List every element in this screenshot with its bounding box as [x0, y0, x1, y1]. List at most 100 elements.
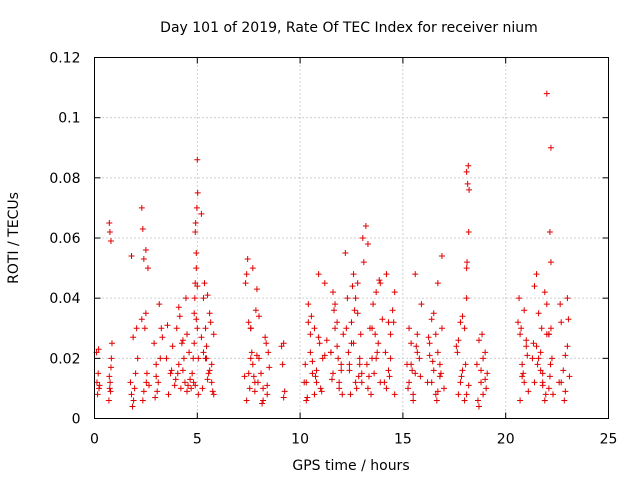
x-tick-label: 25 — [600, 432, 618, 448]
data-point — [195, 391, 202, 398]
data-point — [265, 349, 272, 356]
data-point — [95, 346, 102, 353]
data-point — [385, 367, 392, 374]
data-point — [329, 289, 336, 296]
data-point — [305, 319, 312, 326]
data-point — [436, 361, 443, 368]
data-point — [142, 310, 149, 317]
data-point — [541, 289, 548, 296]
data-point — [305, 301, 312, 308]
data-point — [334, 343, 341, 350]
data-point — [454, 349, 461, 356]
data-point — [139, 397, 146, 404]
data-point — [480, 355, 487, 362]
data-point — [323, 337, 330, 344]
data-point — [208, 361, 215, 368]
data-point — [410, 391, 417, 398]
data-point — [96, 382, 103, 389]
data-point — [263, 340, 270, 347]
data-point — [543, 301, 550, 308]
data-point — [458, 373, 465, 380]
data-point — [358, 370, 365, 377]
data-point — [94, 391, 101, 398]
data-point — [143, 379, 150, 386]
data-point — [546, 228, 553, 235]
data-point — [153, 373, 160, 380]
data-point — [130, 334, 137, 341]
y-tick-label: 0.12 — [49, 51, 80, 67]
data-point — [321, 352, 328, 359]
data-point — [383, 385, 390, 392]
data-point — [252, 307, 259, 314]
data-point — [194, 189, 201, 196]
data-point — [356, 361, 363, 368]
data-point — [141, 325, 148, 332]
data-point — [189, 370, 196, 377]
data-point — [182, 295, 189, 302]
data-point — [241, 373, 248, 380]
x-tick-label: 10 — [291, 432, 309, 448]
data-point — [351, 307, 358, 314]
data-point — [432, 331, 439, 338]
data-point — [202, 325, 209, 332]
y-axis-tick-labels: 0 0.02 0.04 0.06 0.08 0.1 0.12 — [49, 51, 80, 428]
data-point — [542, 391, 549, 398]
data-point — [194, 156, 201, 163]
data-point — [195, 355, 202, 362]
data-point — [143, 370, 150, 377]
data-point — [338, 361, 345, 368]
data-point — [108, 355, 115, 362]
data-point — [107, 379, 114, 386]
data-point — [253, 352, 260, 359]
data-point — [383, 271, 390, 278]
data-point — [259, 400, 266, 407]
data-point — [381, 379, 388, 386]
y-tick-label: 0.1 — [58, 111, 80, 127]
data-point — [243, 271, 250, 278]
data-point — [319, 355, 326, 362]
data-point — [177, 385, 184, 392]
data-point — [266, 364, 273, 371]
data-point — [302, 361, 309, 368]
data-point — [205, 370, 212, 377]
data-point — [311, 325, 318, 332]
y-tick-label: 0.08 — [49, 171, 80, 187]
data-point — [249, 361, 256, 368]
data-point — [390, 319, 397, 326]
data-point — [210, 331, 217, 338]
data-point — [515, 319, 522, 326]
data-point — [157, 355, 164, 362]
data-point — [248, 349, 255, 356]
data-point — [364, 241, 371, 248]
data-point — [521, 307, 528, 314]
data-point — [414, 349, 421, 356]
data-point — [191, 310, 198, 317]
data-point — [430, 367, 437, 374]
data-point — [432, 391, 439, 398]
data-point — [358, 379, 365, 386]
data-point — [484, 370, 491, 377]
data-point — [200, 349, 207, 356]
data-point — [329, 370, 336, 377]
data-point — [339, 391, 346, 398]
data-point — [564, 343, 571, 350]
data-point — [566, 373, 573, 380]
data-point — [304, 394, 311, 401]
data-point — [441, 385, 448, 392]
data-point — [107, 364, 114, 371]
data-point — [106, 228, 113, 235]
data-point — [95, 370, 102, 377]
data-point — [315, 271, 322, 278]
data-point — [251, 388, 258, 395]
data-point — [408, 340, 415, 347]
data-point — [359, 235, 366, 241]
data-point — [208, 379, 215, 386]
data-point — [106, 385, 113, 392]
data-point — [342, 250, 349, 257]
data-point — [105, 397, 112, 404]
data-point — [186, 349, 193, 356]
data-point — [165, 391, 172, 398]
data-point — [131, 385, 138, 392]
data-point — [264, 391, 271, 398]
